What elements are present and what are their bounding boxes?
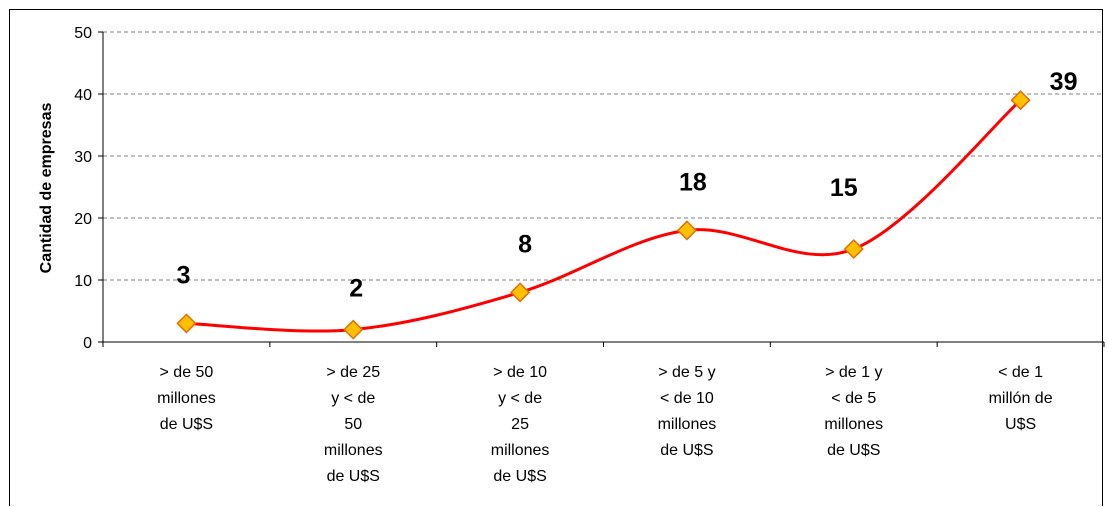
y-tick-label-50: 50 xyxy=(74,25,92,42)
y-axis-label: Cantidad de empresas xyxy=(38,103,55,274)
data-point-0 xyxy=(176,313,197,334)
x-category-label-0: > de 50 millones de U$S xyxy=(157,364,216,433)
data-label-1: 2 xyxy=(349,275,363,303)
data-point-2 xyxy=(510,282,531,303)
x-category-label-3: > de 5 y < de 10 millones de U$S xyxy=(658,364,717,459)
x-category-labels: > de 50 millones de U$S > de 25 y < de 50 mill… xyxy=(157,364,1053,485)
data-label-5: 39 xyxy=(1050,68,1078,96)
data-label-2: 8 xyxy=(518,230,532,258)
y-tick-label-20: 20 xyxy=(74,211,92,228)
x-category-label-2: > de 10 y < de 25 millones de U$S xyxy=(491,364,550,485)
x-category-label-4: > de 1 y < de 5 millones de U$S xyxy=(824,364,883,459)
data-point-4 xyxy=(843,238,864,260)
y-tick-label-0: 0 xyxy=(83,335,92,352)
data-point-3 xyxy=(676,220,697,241)
series-line-path xyxy=(186,99,1022,333)
data-point-5 xyxy=(1010,90,1031,111)
axes xyxy=(98,31,1105,347)
data-labels: 3 2 8 18 15 39 xyxy=(176,68,1077,302)
gridlines xyxy=(103,31,1104,281)
data-label-3: 18 xyxy=(679,168,707,196)
data-label-4: 15 xyxy=(830,174,858,202)
y-tick-label-10: 10 xyxy=(74,273,92,290)
y-tick-label-40: 40 xyxy=(74,87,92,104)
x-category-label-1: > de 25 y < de 50 millones de U$S xyxy=(324,364,383,485)
y-tick-label-30: 30 xyxy=(74,149,92,166)
data-point-1 xyxy=(343,319,364,340)
series-line xyxy=(186,99,1022,333)
x-category-label-5: < de 1 millón de U$S xyxy=(989,364,1053,433)
data-markers xyxy=(176,90,1031,340)
chart-frame xyxy=(9,9,1103,506)
y-tick-labels: 0 10 20 30 40 50 xyxy=(74,25,92,352)
data-label-0: 3 xyxy=(176,261,190,289)
